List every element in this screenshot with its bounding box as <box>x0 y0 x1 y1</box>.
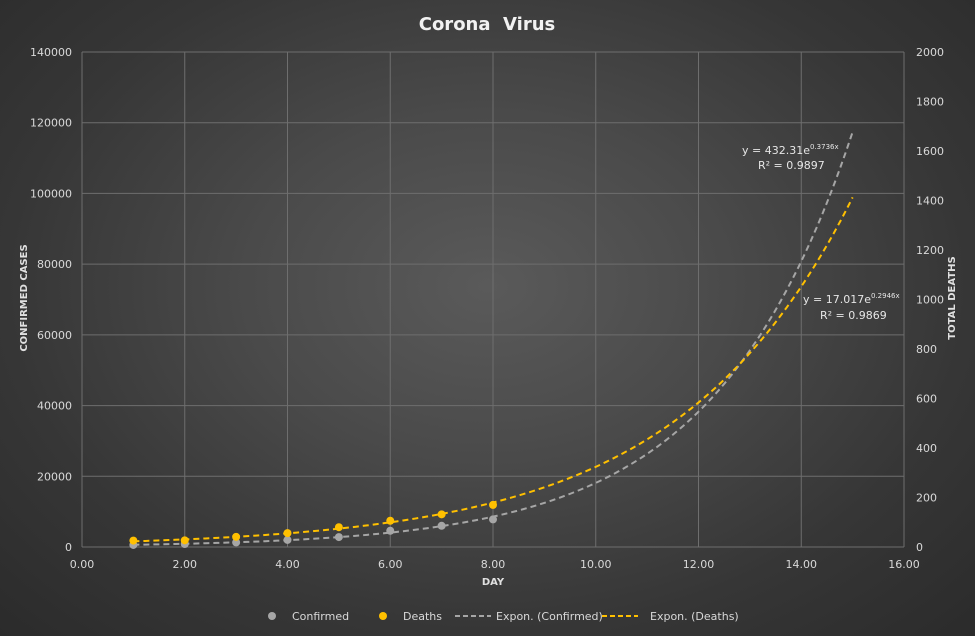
confirmed-point <box>334 533 343 542</box>
chart-title: Corona Virus <box>419 14 556 35</box>
deaths-point <box>489 500 497 509</box>
y-right-tick-label: 600 <box>916 393 937 406</box>
x-tick-label: 10.00 <box>580 558 612 571</box>
y-right-tick-label: 1800 <box>916 96 944 109</box>
x-tick-label: 6.00 <box>378 558 403 571</box>
y-right-axis-title: TOTAL DEATHS <box>947 256 958 339</box>
deaths-point <box>334 523 343 532</box>
x-axis-title: DAY <box>482 577 505 588</box>
confirmed-equation: y = 432.31e0.3736x <box>742 143 839 157</box>
y-right-tick-label: 1200 <box>916 244 944 257</box>
gridlines <box>81 51 905 548</box>
y-left-tick-label: 40000 <box>37 400 72 413</box>
y-left-tick-label: 100000 <box>30 187 72 200</box>
x-tick-label: 2.00 <box>173 558 198 571</box>
x-tick-label: 16.00 <box>888 558 920 571</box>
axes: 0.00 2.00 4.00 6.00 8.00 10.00 12.00 14.00 16.00… <box>30 46 944 571</box>
x-tick-label: 4.00 <box>275 558 300 571</box>
confirmed-point <box>386 526 395 535</box>
x-tick-label: 14.00 <box>786 558 818 571</box>
y-right-tick-label: 200 <box>916 492 937 505</box>
y-left-tick-label: 0 <box>65 541 72 554</box>
legend-deaths-marker <box>379 612 387 620</box>
deaths-r-squared: R² = 0.9869 <box>820 309 887 322</box>
y-left-tick-label: 80000 <box>37 258 72 271</box>
y-right-tick-label: 800 <box>916 343 937 356</box>
confirmed-point <box>283 535 292 544</box>
legend: Confirmed Deaths Expon. (Confirmed) Expo… <box>268 610 739 623</box>
y-right-tick-label: 2000 <box>916 46 944 59</box>
y-right-tick-label: 1000 <box>916 294 944 307</box>
x-tick-label: 12.00 <box>683 558 715 571</box>
confirmed-r-squared: R² = 0.9897 <box>758 159 825 172</box>
y-right-tick-label: 400 <box>916 442 937 455</box>
y-left-tick-label: 120000 <box>30 117 72 130</box>
deaths-point <box>129 536 138 545</box>
confirmed-point <box>489 515 497 524</box>
deaths-point <box>283 529 292 538</box>
y-left-tick-label: 140000 <box>30 46 72 59</box>
confirmed-point <box>437 521 446 530</box>
y-right-tick-label: 0 <box>916 541 923 554</box>
legend-expon-confirmed-label: Expon. (Confirmed) <box>496 610 603 623</box>
x-tick-label: 8.00 <box>481 558 506 571</box>
legend-confirmed-marker <box>268 612 276 620</box>
deaths-point <box>232 532 241 541</box>
deaths-point <box>180 536 189 545</box>
deaths-equation: y = 17.017e0.2946x <box>803 292 900 306</box>
x-tick-label: 0.00 <box>70 558 95 571</box>
legend-deaths-label: Deaths <box>403 610 442 623</box>
deaths-point <box>386 516 395 525</box>
y-right-tick-label: 1600 <box>916 145 944 158</box>
legend-expon-deaths-label: Expon. (Deaths) <box>650 610 739 623</box>
confirmed-point <box>232 538 241 547</box>
y-right-tick-label: 1400 <box>916 195 944 208</box>
y-left-tick-label: 20000 <box>37 470 72 483</box>
y-left-tick-label: 60000 <box>37 329 72 342</box>
deaths-point <box>437 510 446 519</box>
data-points <box>129 500 497 549</box>
legend-confirmed-label: Confirmed <box>292 610 349 623</box>
y-left-axis-title: CONFIRMED CASES <box>19 244 30 351</box>
